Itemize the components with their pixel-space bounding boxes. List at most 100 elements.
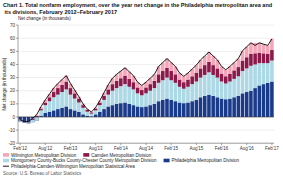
bar xyxy=(111,91,115,105)
bar xyxy=(186,80,190,87)
bar xyxy=(64,89,68,106)
bar xyxy=(148,84,152,91)
bar xyxy=(190,84,194,101)
bar xyxy=(266,54,270,63)
bar xyxy=(220,74,224,82)
legend-label: Philadelphia-Camden-Wilmington Metropoli… xyxy=(11,164,135,169)
bar xyxy=(136,87,140,93)
bar xyxy=(245,92,249,117)
bar xyxy=(237,96,241,117)
bar xyxy=(81,114,85,117)
bar xyxy=(140,85,144,90)
bar xyxy=(220,82,224,99)
bar xyxy=(127,87,131,104)
bar xyxy=(127,104,131,117)
bar xyxy=(182,76,186,82)
bar xyxy=(73,93,77,98)
grid-line xyxy=(18,51,274,52)
bar xyxy=(157,83,161,101)
bar xyxy=(232,70,236,79)
y-tick-label: 40 xyxy=(10,62,16,67)
y-axis-label: Net change (in thousands) xyxy=(2,57,7,110)
bar xyxy=(258,53,262,63)
bar xyxy=(258,85,262,116)
bar xyxy=(165,68,169,78)
bar xyxy=(157,101,161,117)
bar xyxy=(35,117,39,121)
bar xyxy=(106,106,110,116)
bar xyxy=(73,99,77,111)
legend-swatch xyxy=(3,153,9,157)
bar xyxy=(207,72,211,94)
bar xyxy=(216,78,220,98)
bar xyxy=(207,62,211,72)
bar xyxy=(249,54,253,66)
chart: Chart 1. Total nonfarm employment, over … xyxy=(0,0,283,178)
bar xyxy=(224,76,228,83)
title-line: its divisions, February 2012–February 20… xyxy=(3,9,117,15)
grid-line xyxy=(18,130,274,131)
legend-label: Camden Metropolitan Division xyxy=(91,153,152,158)
bar xyxy=(111,78,115,84)
bar xyxy=(127,79,131,87)
bar xyxy=(195,100,199,117)
y-tick-label: 20 xyxy=(10,88,16,93)
bar xyxy=(266,63,270,83)
bar xyxy=(119,103,123,117)
grid xyxy=(18,25,274,143)
bar xyxy=(178,87,182,103)
bar xyxy=(77,112,81,117)
bar xyxy=(106,89,110,94)
bar xyxy=(153,88,157,104)
bar xyxy=(60,85,64,92)
bar xyxy=(211,96,215,117)
bar xyxy=(90,114,94,117)
legend-label: Philadelphia Metropolitan Division xyxy=(172,158,240,163)
title: Chart 1. Total nonfarm employment, over … xyxy=(3,2,272,15)
bar xyxy=(98,112,102,117)
bar xyxy=(211,65,215,75)
x-tick-label: Aug'15 xyxy=(189,146,203,151)
bar xyxy=(94,114,98,117)
bar xyxy=(241,93,245,117)
bar xyxy=(123,84,127,102)
bar xyxy=(48,97,52,101)
bar xyxy=(60,92,64,108)
bar xyxy=(106,95,110,107)
bar xyxy=(190,76,194,84)
bar xyxy=(220,99,224,117)
title-line: Chart 1. Total nonfarm employment, over … xyxy=(3,2,272,8)
bar xyxy=(237,76,241,96)
bar xyxy=(211,75,215,96)
bar xyxy=(140,90,144,95)
bar xyxy=(77,103,81,112)
bar xyxy=(90,112,94,113)
bar xyxy=(224,83,228,99)
bar xyxy=(178,103,182,117)
bar xyxy=(241,61,245,71)
bar xyxy=(148,91,152,105)
bar xyxy=(73,110,77,117)
bar xyxy=(266,45,270,54)
y-tick-label: 70 xyxy=(10,23,16,28)
bar xyxy=(195,73,199,82)
x-tick-label: Feb'16 xyxy=(215,146,229,151)
plot-area xyxy=(18,39,273,124)
bar xyxy=(111,105,115,117)
bar xyxy=(98,105,102,112)
bar xyxy=(119,86,123,103)
bar xyxy=(102,96,106,100)
bar-series xyxy=(18,39,273,122)
bar xyxy=(64,106,68,116)
total-line xyxy=(20,39,272,122)
bar xyxy=(174,83,178,101)
legend-label: Wilmington Metropolitan Division xyxy=(11,153,77,158)
bar xyxy=(144,87,148,93)
bar xyxy=(102,100,106,109)
bar xyxy=(207,95,211,117)
bar xyxy=(174,74,178,83)
bar xyxy=(169,80,173,100)
source: Source: U.S. Bureau of Labor Statistics xyxy=(3,171,82,176)
bar xyxy=(182,89,186,103)
x-tick-label: Feb'17 xyxy=(265,146,279,151)
